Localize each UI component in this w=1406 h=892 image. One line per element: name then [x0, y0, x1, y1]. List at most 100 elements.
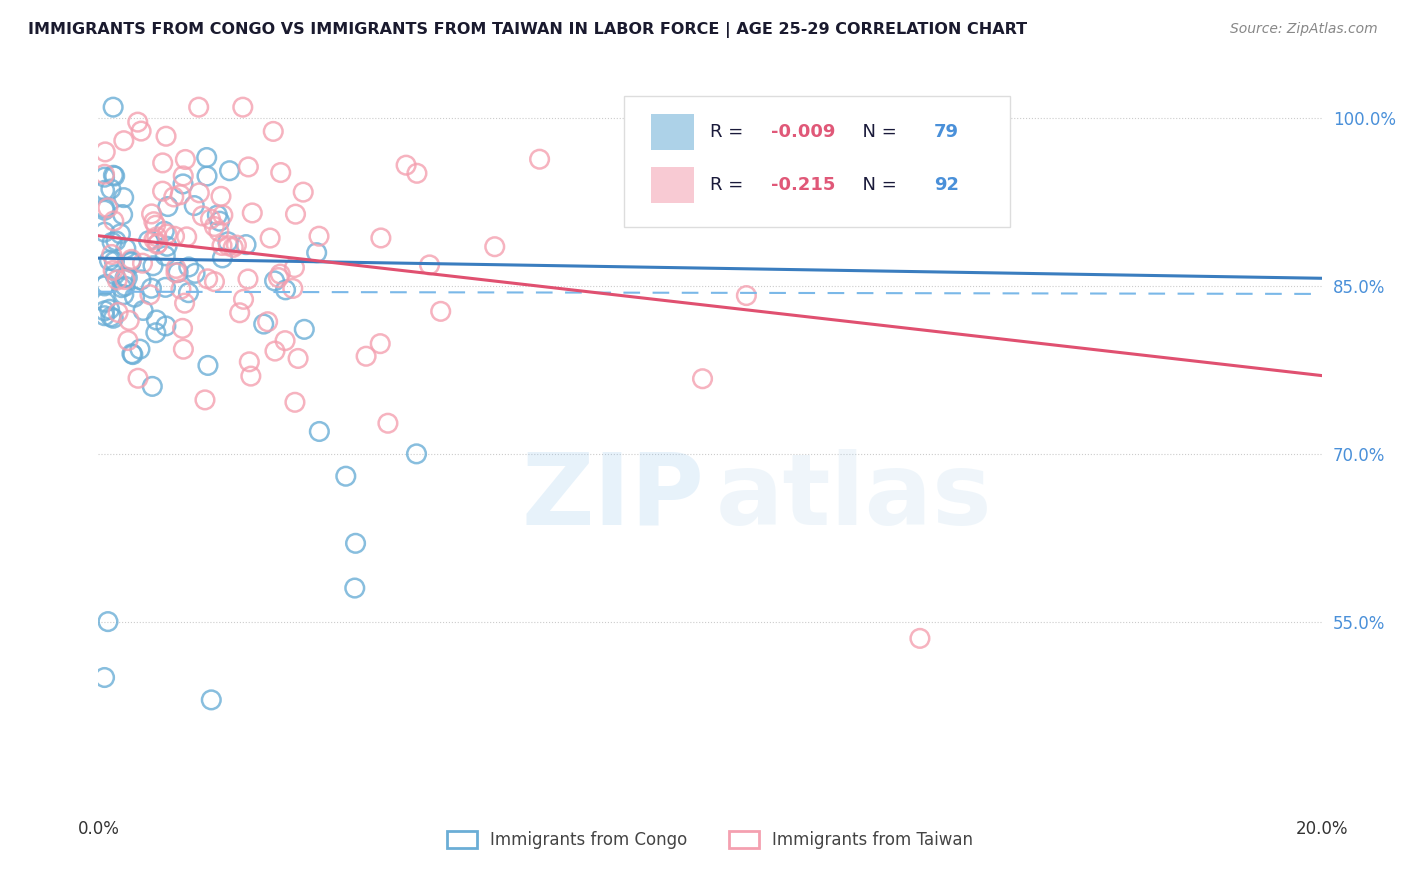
- Point: [132, 303, 155, 318]
- Point: [238, 160, 260, 174]
- Point: [195, 169, 218, 183]
- Point: [104, 234, 127, 248]
- Point: [112, 287, 135, 301]
- Point: [101, 235, 124, 250]
- Point: [287, 351, 309, 366]
- Legend: Immigrants from Congo, Immigrants from Taiwan: Immigrants from Congo, Immigrants from T…: [440, 824, 980, 855]
- Point: [121, 347, 143, 361]
- Point: [236, 272, 259, 286]
- Text: N =: N =: [851, 123, 903, 141]
- Point: [406, 166, 429, 180]
- Point: [217, 235, 239, 249]
- Point: [377, 416, 399, 430]
- Point: [117, 334, 139, 348]
- Text: Source: ZipAtlas.com: Source: ZipAtlas.com: [1230, 22, 1378, 37]
- Point: [239, 369, 262, 384]
- Point: [197, 272, 219, 286]
- Point: [405, 447, 427, 461]
- Point: [146, 230, 169, 244]
- Point: [103, 214, 125, 228]
- Point: [117, 270, 139, 285]
- Point: [308, 425, 330, 439]
- Point: [141, 281, 163, 295]
- Point: [131, 256, 153, 270]
- Point: [228, 306, 250, 320]
- Point: [692, 372, 714, 386]
- Point: [103, 254, 125, 268]
- Point: [103, 169, 125, 183]
- Point: [112, 134, 135, 148]
- Point: [256, 315, 278, 329]
- Point: [93, 170, 115, 185]
- Point: [145, 326, 167, 340]
- Point: [93, 304, 115, 318]
- Point: [143, 232, 166, 246]
- Point: [146, 236, 169, 251]
- Point: [152, 184, 174, 198]
- Point: [120, 252, 142, 267]
- Point: [308, 229, 330, 244]
- Point: [218, 163, 240, 178]
- Text: ZIP: ZIP: [522, 449, 704, 546]
- Point: [343, 581, 366, 595]
- Bar: [651, 114, 695, 150]
- Point: [114, 279, 136, 293]
- Point: [208, 224, 231, 238]
- Point: [129, 124, 152, 138]
- Point: [211, 238, 233, 252]
- Point: [97, 615, 120, 629]
- Point: [155, 280, 177, 294]
- Point: [284, 207, 307, 221]
- Point: [170, 282, 193, 296]
- Point: [141, 207, 163, 221]
- Point: [281, 281, 304, 295]
- Point: [129, 273, 152, 287]
- Point: [177, 260, 200, 274]
- Point: [139, 287, 162, 301]
- Point: [138, 234, 160, 248]
- Point: [232, 293, 254, 307]
- Point: [204, 275, 226, 289]
- Point: [238, 355, 260, 369]
- Text: 79: 79: [934, 123, 959, 141]
- Point: [274, 283, 297, 297]
- Point: [232, 100, 254, 114]
- Point: [187, 100, 209, 114]
- Point: [172, 169, 194, 183]
- Point: [142, 215, 165, 229]
- Point: [194, 392, 217, 407]
- Point: [167, 265, 190, 279]
- Point: [429, 304, 451, 318]
- Point: [172, 177, 194, 191]
- Point: [484, 240, 506, 254]
- Point: [120, 255, 142, 269]
- Point: [111, 208, 134, 222]
- Point: [263, 274, 285, 288]
- Point: [908, 632, 931, 646]
- Text: R =: R =: [710, 123, 749, 141]
- Point: [184, 266, 207, 280]
- Point: [93, 203, 115, 218]
- Text: atlas: atlas: [716, 449, 993, 546]
- Point: [114, 272, 136, 286]
- Point: [209, 189, 232, 203]
- Point: [165, 261, 187, 276]
- Point: [101, 100, 124, 114]
- Point: [174, 153, 197, 167]
- Point: [153, 224, 176, 238]
- Point: [305, 245, 328, 260]
- Point: [177, 285, 200, 300]
- Point: [107, 305, 129, 319]
- Point: [105, 273, 128, 287]
- Point: [419, 258, 441, 272]
- Point: [283, 260, 305, 275]
- Point: [173, 296, 195, 310]
- Text: -0.215: -0.215: [772, 176, 835, 194]
- Point: [200, 693, 222, 707]
- Point: [97, 201, 120, 215]
- Point: [100, 182, 122, 196]
- Point: [395, 158, 418, 172]
- Text: R =: R =: [710, 176, 749, 194]
- Point: [191, 209, 214, 223]
- Point: [235, 237, 257, 252]
